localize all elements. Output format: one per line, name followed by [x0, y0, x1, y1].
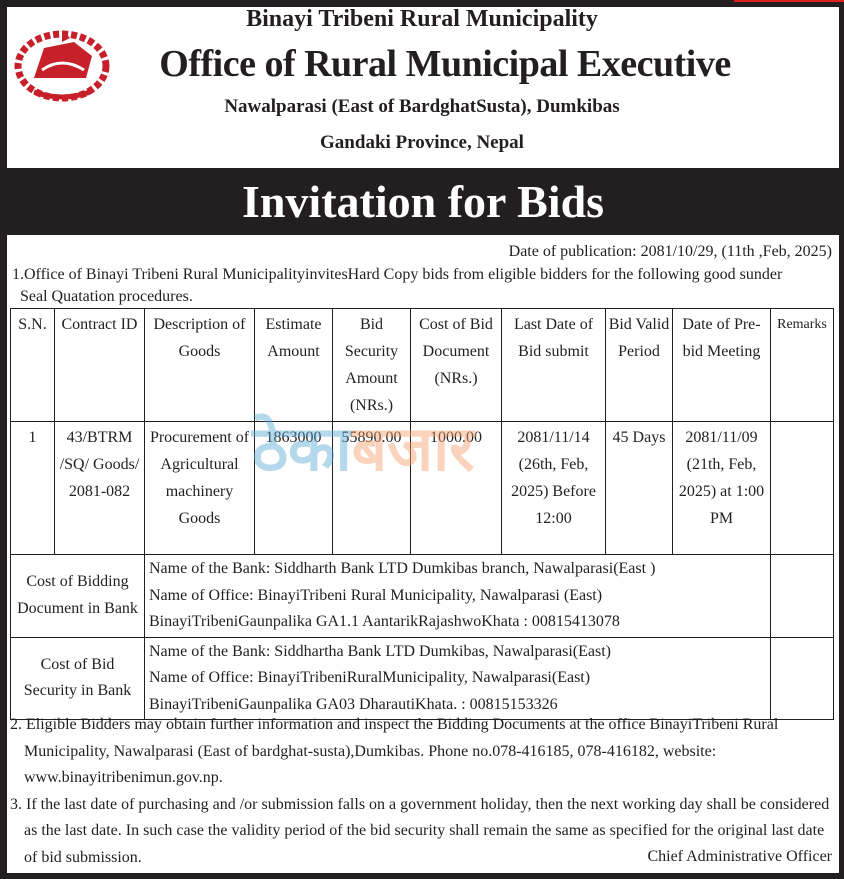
- cell-description: Procurement of Agricultural machinery Go…: [144, 421, 255, 555]
- notes: 2. Eligible Bidders may obtain further i…: [10, 712, 834, 871]
- bank-line: Name of Office: BinayiTribeni Rural Muni…: [149, 586, 603, 604]
- note-2: 2. Eligible Bidders may obtain further i…: [10, 716, 779, 786]
- office-address: Nawalparasi (East of BardghatSusta), Dum…: [224, 96, 620, 117]
- cell-valid-period: 45 Days: [605, 421, 673, 555]
- bank-label: Cost of Bid Security in Bank: [10, 636, 145, 720]
- intro-line-1: 1.Office of Binayi Tribeni Rural Municip…: [12, 266, 783, 283]
- header-last-date: Last Date of Bid submit: [501, 308, 606, 422]
- table-row: 1 43/BTRM /SQ/ Goods/ 2081-082 Procureme…: [10, 421, 834, 555]
- office-name: Office of Rural Municipal Executive: [159, 43, 731, 85]
- cell-remarks: [770, 421, 834, 555]
- publication-date: Date of publication: 2081/10/29, (11th ,…: [508, 243, 832, 260]
- header-valid-period: Bid Valid Period: [605, 308, 673, 422]
- bank-line: Name of the Bank: Siddharth Bank LTD Dum…: [149, 560, 656, 577]
- bank-row-bid-security: Cost of Bid Security in Bank Name of the…: [10, 636, 834, 720]
- header-bid-security: Bid Security Amount (NRs.): [332, 308, 411, 422]
- bank-remarks: [770, 636, 834, 720]
- cell-contract-id: 43/BTRM /SQ/ Goods/ 2081-082: [54, 421, 145, 555]
- bank-details: Name of the Bank: Siddhartha Bank LTD Du…: [144, 636, 771, 720]
- header-contract-id: Contract ID: [54, 308, 145, 422]
- bank-line: Name of Office: BinayiTribeniRuralMunici…: [149, 669, 591, 686]
- cell-sn: 1: [10, 421, 55, 555]
- header-remarks: Remarks: [770, 308, 834, 422]
- header-cost-doc: Cost of Bid Document (NRs.): [410, 308, 502, 422]
- header-estimate: Estimate Amount: [254, 308, 333, 422]
- cell-cost-doc: 1000.00: [410, 421, 502, 555]
- signatory: Chief Administrative Officer: [647, 848, 832, 865]
- table-header-row: S.N. Contract ID Description of Goods Es…: [10, 308, 834, 422]
- header-prebid: Date of Pre-bid Meeting: [672, 308, 771, 422]
- top-red-bar: [734, 0, 844, 2]
- bids-table: S.N. Contract ID Description of Goods Es…: [10, 308, 834, 720]
- header-sn: S.N.: [10, 308, 55, 422]
- bank-line: Name of the Bank: Siddhartha Bank LTD Du…: [149, 642, 611, 660]
- cell-prebid: 2081/11/09 (21th, Feb, 2025) at 1:00 PM: [672, 421, 771, 555]
- bank-line: BinayiTribeniGaunpalika GA1.1 AantarikRa…: [149, 613, 620, 630]
- bank-details: Name of the Bank: Siddharth Bank LTD Dum…: [144, 554, 771, 638]
- municipality-emblem-icon: [14, 30, 110, 102]
- office-province: Gandaki Province, Nepal: [320, 132, 524, 153]
- header-description: Description of Goods: [144, 308, 255, 422]
- bank-line: BinayiTribeniGaunpalika GA03 DharautiKha…: [149, 695, 558, 713]
- municipality-name: Binayi Tribeni Rural Municipality: [246, 6, 598, 32]
- bank-label: Cost of Bidding Document in Bank: [10, 554, 145, 638]
- bank-remarks: [770, 554, 834, 638]
- intro-paragraph: 1.Office of Binayi Tribeni Rural Municip…: [12, 264, 834, 308]
- cell-bid-security: 55890.00: [332, 421, 411, 555]
- cell-estimate: 1863000: [254, 421, 333, 555]
- intro-line-2: Seal Quatation procedures.: [20, 288, 193, 305]
- note-3: 3. If the last date of purchasing and /o…: [10, 795, 830, 866]
- notice-title: Invitation for Bids: [7, 168, 839, 235]
- cell-last-date: 2081/11/14 (26th, Feb, 2025) Before 12:0…: [501, 421, 606, 555]
- bank-row-bidding-document: Cost of Bidding Document in Bank Name of…: [10, 554, 834, 638]
